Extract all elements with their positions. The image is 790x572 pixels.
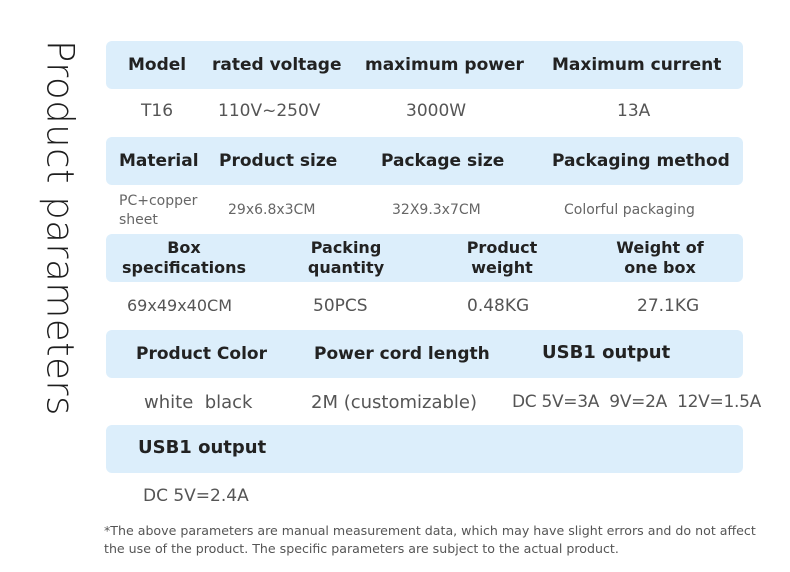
page-title-vertical: Product parameters [0, 0, 100, 440]
header-packaging-method: Packaging method [552, 151, 730, 171]
header-packing-quantity: Packing quantity [302, 238, 390, 278]
header-product-weight-line2: weight [471, 258, 533, 277]
header-maximum-power: maximum power [365, 55, 524, 75]
header-box-specifications-line1: Box [167, 238, 201, 257]
value-rated-voltage: 110V~250V [218, 101, 321, 121]
value-packing-quantity: 50PCS [313, 296, 368, 316]
header-band-2 [106, 137, 743, 185]
header-band-1 [106, 41, 743, 89]
value-product-color: white black [144, 392, 253, 413]
value-model: T16 [141, 101, 174, 121]
header-product-size: Product size [219, 151, 338, 171]
value-product-size: 29x6.8x3CM [228, 202, 316, 218]
value-maximum-current: 13A [617, 101, 651, 121]
value-material-line1: PC+copper [119, 193, 198, 209]
header-weight-of-one-box: Weight of one box [612, 238, 708, 278]
footnote: *The above parameters are manual measure… [104, 523, 756, 556]
header-maximum-current: Maximum current [552, 55, 722, 75]
header-usb1-output-2: USB1 output [138, 437, 267, 458]
value-material-line2: sheet [119, 212, 158, 228]
value-usb1-output-2: DC 5V=2.4A [143, 486, 249, 506]
header-box-specifications: Box specifications [120, 238, 248, 278]
header-package-size: Package size [381, 151, 505, 171]
value-product-weight: 0.48KG [467, 296, 530, 316]
header-product-weight-line1: Product [466, 238, 538, 257]
header-weight-of-one-box-line2: one box [624, 258, 696, 277]
header-band-5 [106, 425, 743, 473]
header-usb1-output: USB1 output [542, 342, 671, 363]
value-usb1-output: DC 5V=3A 9V=2A 12V=1.5A [512, 392, 761, 412]
value-weight-of-one-box: 27.1KG [637, 296, 700, 316]
value-box-specifications: 69x49x40CM [127, 296, 232, 315]
header-model: Model [128, 55, 187, 75]
value-package-size: 32X9.3x7CM [392, 202, 481, 218]
header-power-cord-length: Power cord length [314, 344, 490, 364]
header-packing-quantity-line2: quantity [307, 258, 385, 277]
header-band-4 [106, 330, 743, 378]
value-maximum-power: 3000W [406, 101, 467, 121]
header-band-3 [106, 234, 743, 282]
value-power-cord-length: 2M (customizable) [311, 392, 478, 413]
header-packing-quantity-line1: Packing [310, 238, 382, 257]
page-title: Product parameters [38, 40, 82, 416]
value-packaging-method: Colorful packaging [564, 202, 695, 218]
header-material: Material [119, 151, 199, 171]
header-box-specifications-line2: specifications [122, 258, 246, 277]
header-product-weight: Product weight [460, 238, 544, 278]
header-weight-of-one-box-line1: Weight of [616, 238, 704, 257]
header-product-color: Product Color [136, 344, 267, 364]
header-rated-voltage: rated voltage [212, 55, 342, 75]
